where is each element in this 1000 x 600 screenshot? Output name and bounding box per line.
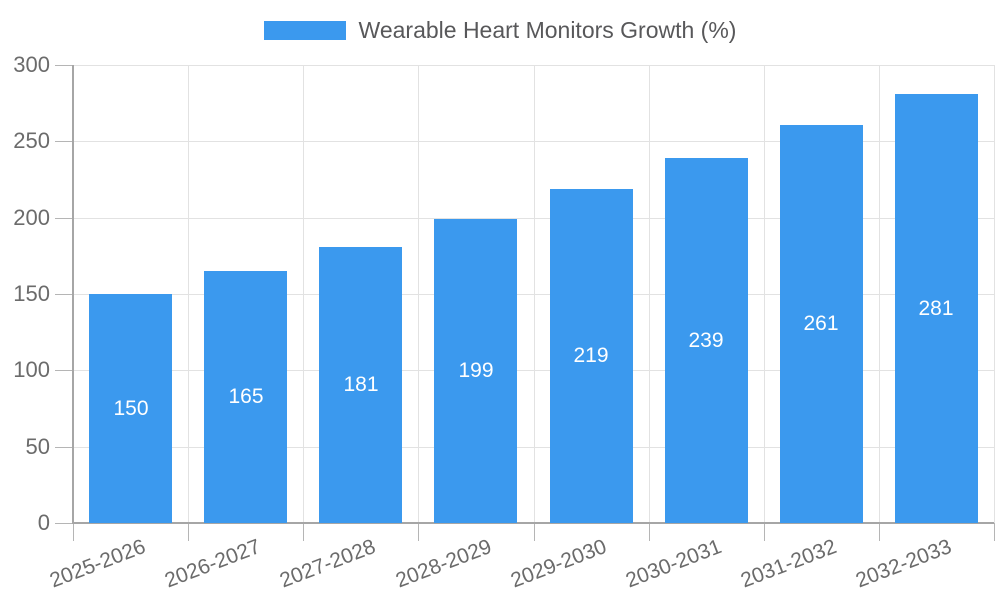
x-tick <box>994 523 995 541</box>
y-axis-label: 250 <box>13 128 50 153</box>
v-gridline <box>188 65 189 523</box>
v-gridline <box>879 65 880 523</box>
x-tick <box>534 523 535 541</box>
x-axis-line <box>72 522 994 524</box>
y-axis-label: 0 <box>37 510 50 535</box>
bar <box>665 158 748 523</box>
bar <box>319 247 402 523</box>
y-axis-label: 300 <box>13 52 50 77</box>
y-tick <box>55 65 73 66</box>
v-gridline <box>303 65 304 523</box>
y-axis-label: 50 <box>25 434 50 459</box>
legend-swatch <box>263 20 346 40</box>
y-tick <box>55 523 73 524</box>
bar <box>780 125 863 523</box>
bar <box>89 294 172 523</box>
x-axis-label: 2026-2027 <box>161 535 264 593</box>
bar <box>895 94 978 523</box>
bar-value-label: 199 <box>458 359 494 382</box>
h-gridline <box>73 294 994 295</box>
bar-value-label: 261 <box>803 312 839 335</box>
bar <box>204 271 287 523</box>
x-axis-label: 2030-2031 <box>622 535 725 593</box>
v-gridline <box>534 65 535 523</box>
x-axis-label: 2031-2032 <box>737 535 840 593</box>
bar-value-label: 281 <box>918 297 954 320</box>
bar <box>550 189 633 523</box>
y-tick <box>55 370 73 371</box>
h-gridline <box>73 447 994 448</box>
y-axis-label: 100 <box>13 357 50 382</box>
x-tick <box>73 523 74 541</box>
v-gridline <box>649 65 650 523</box>
y-axis-label: 150 <box>13 281 50 306</box>
v-gridline <box>994 65 995 523</box>
x-tick <box>764 523 765 541</box>
y-tick <box>55 141 73 142</box>
bar-value-label: 165 <box>228 385 264 408</box>
x-tick <box>879 523 880 541</box>
x-axis-label: 2028-2029 <box>392 535 495 593</box>
x-axis-label: 2027-2028 <box>277 535 380 593</box>
h-gridline <box>73 370 994 371</box>
y-tick <box>55 294 73 295</box>
x-axis-label: 2032-2033 <box>852 535 955 593</box>
bar-value-label: 181 <box>343 373 379 396</box>
bar-value-label: 219 <box>573 344 609 367</box>
x-axis-label: 2029-2030 <box>507 535 610 593</box>
v-gridline <box>764 65 765 523</box>
y-tick <box>55 447 73 448</box>
y-axis-label: 200 <box>13 205 50 230</box>
legend-item[interactable]: Wearable Heart Monitors Growth (%) <box>0 15 1000 45</box>
h-gridline <box>73 141 994 142</box>
x-tick <box>649 523 650 541</box>
x-tick <box>303 523 304 541</box>
legend-label: Wearable Heart Monitors Growth (%) <box>358 16 737 43</box>
x-tick <box>188 523 189 541</box>
x-axis-label: 2025-2026 <box>46 535 149 593</box>
h-gridline <box>73 218 994 219</box>
bar-value-label: 239 <box>688 329 724 352</box>
bar-value-label: 150 <box>113 397 149 420</box>
y-axis-line <box>72 65 74 523</box>
h-gridline <box>73 65 994 66</box>
y-tick <box>55 218 73 219</box>
v-gridline <box>418 65 419 523</box>
bar <box>434 219 517 523</box>
x-tick <box>418 523 419 541</box>
